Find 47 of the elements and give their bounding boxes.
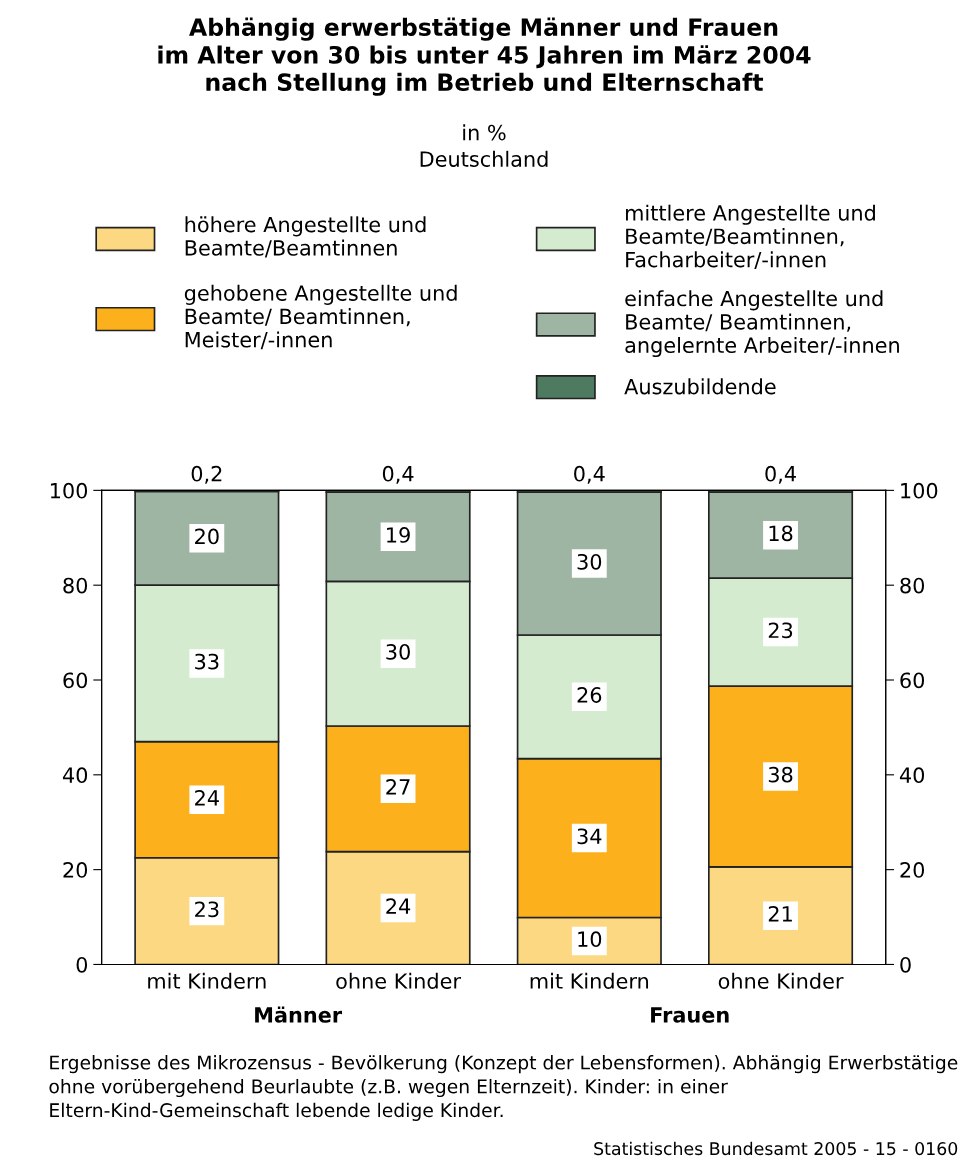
chart-title: Abhängig erwerbstätige Männer und Frauen im Alter von 30 bis unter 45 Jahren im März 2004 nach Stellung im Betrieb und Elternschaft — [158, 17, 811, 96]
data-label: 20 — [195, 528, 219, 545]
data-label: 0,4 — [765, 465, 796, 484]
y2-tick-label: 40 — [899, 767, 925, 784]
legend-label: mittlere Angestellte und Beamte/Beamtinnen, Facharbeiter/-innen — [626, 204, 875, 270]
text: Männer — [255, 1006, 343, 1023]
data-label: 26 — [577, 687, 602, 703]
chart-subtitle: in % Deutschland — [420, 124, 548, 167]
y2-tick-label: 60 — [900, 672, 925, 689]
data-label: 30 — [386, 643, 410, 660]
legend-label: einfache Angestellte und Beamte/ Beamtinnen, angelernte Arbeiter/-innen — [625, 290, 899, 358]
text: Ergebnisse des Mikrozensus - Bevölkerung (Konzept der Lebensformen). Abhängig Erwerbstätige ohne vorübergehend Beurlaubte (z.B. wegen Elternzeit). Kinder: in einer Eltern-Kind-Gemeinschaft lebende ledige Kinder. — [49, 1055, 958, 1121]
y2-tick-label: 20 — [900, 862, 925, 878]
data-label: 27 — [386, 779, 410, 795]
y2-tick-label: 80 — [900, 577, 925, 594]
y-tick-label: 20 — [63, 862, 88, 878]
y-tick-label: 0 — [76, 956, 88, 973]
x-tick-label: mit Kindern — [530, 972, 649, 989]
legend-label: höhere Angestellte und Beamte/Beamtinnen — [185, 216, 426, 258]
legend-label: gehobene Angestellte und Beamte/ Beamtinnen, Meister/-innen — [184, 284, 457, 350]
data-label: 23 — [768, 622, 793, 639]
data-label: 21 — [768, 905, 792, 922]
data-label: 38 — [768, 766, 793, 783]
data-label: 30 — [577, 553, 602, 570]
data-label: 19 — [387, 527, 410, 543]
y-tick-label: 100 — [50, 482, 88, 499]
data-label: 24 — [386, 898, 411, 914]
y-tick-label: 80 — [63, 577, 88, 594]
data-label: 0,4 — [574, 465, 605, 484]
data-label: 33 — [195, 653, 219, 670]
text: Frauen — [651, 1007, 729, 1023]
text: Statistisches Bundesamt 2005 - 15 - 0160 — [594, 1141, 958, 1156]
data-label: 0,2 — [191, 465, 222, 484]
data-label: 18 — [769, 525, 793, 542]
x-tick-label: mit Kindern — [148, 972, 266, 989]
data-label: 0,4 — [382, 465, 414, 484]
data-label: 10 — [578, 931, 602, 948]
x-tick-label: ohne Kinder — [718, 972, 844, 989]
data-label: 34 — [577, 828, 602, 845]
y-tick-label: 40 — [62, 767, 88, 784]
y2-tick-label: 0 — [900, 956, 911, 973]
x-tick-label: ohne Kinder — [336, 972, 461, 989]
legend-label: Auszubildende — [624, 378, 776, 395]
y-tick-label: 60 — [63, 672, 88, 689]
data-label: 24 — [195, 790, 219, 806]
y2-tick-label: 100 — [901, 482, 938, 499]
data-label: 23 — [195, 901, 219, 918]
